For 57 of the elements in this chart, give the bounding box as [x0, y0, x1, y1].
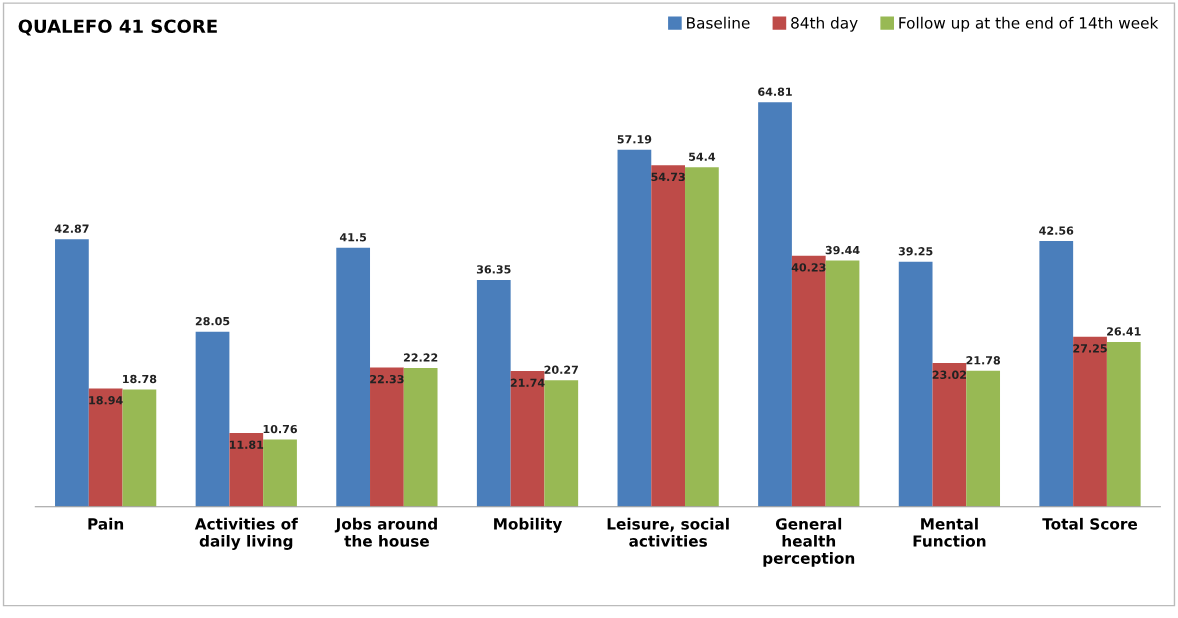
- bar: [898, 261, 933, 507]
- data-label: 20.27: [544, 365, 578, 374]
- bar: [122, 389, 157, 507]
- x-tick-label: Mental Function: [913, 517, 986, 547]
- bar: [1073, 336, 1107, 507]
- data-label: 36.35: [476, 265, 511, 274]
- bar: [263, 439, 297, 507]
- data-label: 54.4: [689, 152, 716, 161]
- bar: [791, 255, 826, 507]
- bar: [476, 279, 511, 507]
- bar: [758, 102, 792, 507]
- x-tick-label: General health perception: [763, 517, 855, 567]
- bar: [685, 167, 719, 507]
- data-label: 39.25: [898, 247, 933, 256]
- data-label: 39.44: [825, 245, 860, 255]
- data-label: 11.81: [229, 440, 264, 449]
- data-label: 22.33: [370, 374, 404, 384]
- data-label: 10.76: [263, 424, 297, 434]
- data-label: 41.5: [339, 233, 367, 242]
- data-label: 27.25: [1073, 344, 1107, 353]
- bar: [544, 380, 579, 507]
- bar: [195, 331, 230, 507]
- x-tick-label: Pain: [88, 517, 124, 530]
- x-tick-label: Activities of daily living: [194, 517, 298, 550]
- data-label: 18.78: [123, 374, 157, 384]
- data-label: 26.41: [1107, 327, 1141, 336]
- bar: [403, 368, 438, 507]
- x-tick-label: Leisure, social activities: [607, 517, 729, 547]
- data-label: 23.02: [932, 370, 966, 379]
- bar: [825, 260, 860, 507]
- data-label: 42.56: [1039, 226, 1074, 235]
- data-label: 57.19: [617, 135, 652, 144]
- legend-label: 84th day: [791, 16, 858, 32]
- bar: [1106, 341, 1141, 507]
- bar: [651, 165, 686, 507]
- legend-label: Follow up at the end of 14th week: [899, 16, 1159, 32]
- x-tick-label: Total Score: [1042, 517, 1138, 530]
- bar: [336, 247, 371, 507]
- x-tick-label: Mobility: [494, 517, 563, 533]
- bar: [966, 370, 1001, 507]
- bar: [88, 388, 123, 507]
- data-label: 21.78: [966, 356, 1001, 365]
- data-label: 54.73: [651, 172, 685, 182]
- data-label: 28.05: [195, 316, 230, 326]
- data-label: 22.22: [403, 353, 438, 362]
- bar: [617, 149, 652, 507]
- bar: [510, 371, 545, 507]
- bar: [1039, 241, 1074, 507]
- data-label: 42.87: [54, 224, 89, 233]
- legend-label: Baseline: [687, 16, 750, 29]
- bar: [55, 239, 89, 507]
- x-tick-label: Jobs around the house: [334, 517, 437, 547]
- bar: [370, 367, 404, 507]
- chart-title: QUALEFO 41 SCORE: [18, 19, 217, 36]
- bar: [932, 363, 967, 507]
- bar: [229, 433, 264, 507]
- data-label: 64.81: [758, 87, 792, 96]
